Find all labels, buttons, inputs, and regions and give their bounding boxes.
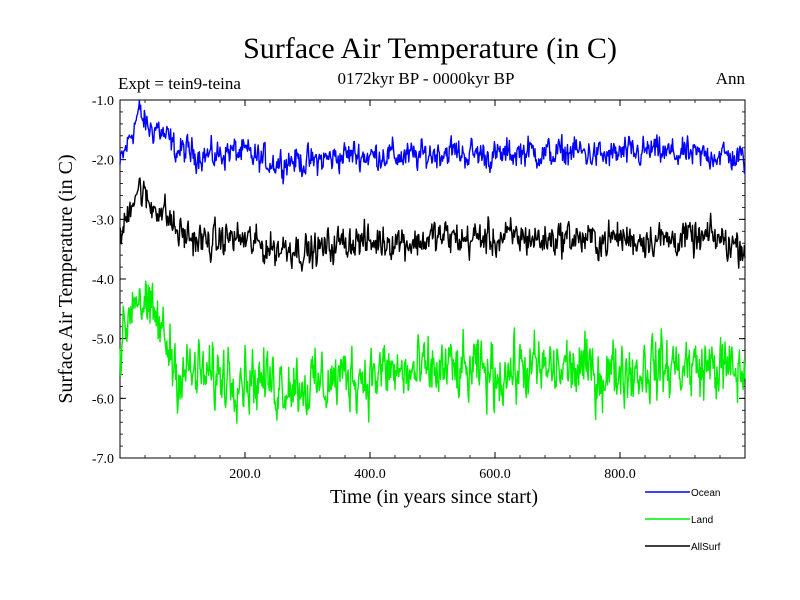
y-tick-label: -7.0 — [92, 452, 114, 467]
series-line-allsurf — [119, 177, 746, 272]
y-axis-label: Surface Air Temperature (in C) — [55, 154, 77, 403]
legend-label-land: Land — [691, 515, 713, 526]
y-tick-label: -5.0 — [92, 333, 114, 348]
y-tick-label: -6.0 — [92, 392, 114, 407]
legend-label-ocean: Ocean — [691, 488, 720, 499]
period-label: Ann — [716, 69, 746, 88]
y-tick-label: -1.0 — [92, 94, 114, 109]
x-axis: 200.0 400.0 600.0 800.0 — [119, 100, 746, 482]
x-tick-label: 800.0 — [604, 467, 636, 482]
legend-label-allsurf: AllSurf — [691, 542, 721, 553]
y-tick-label: -2.0 — [92, 154, 114, 169]
series-line-ocean — [119, 99, 746, 185]
y-tick-label: -4.0 — [92, 273, 114, 288]
experiment-label: Expt = tein9-teina — [118, 74, 241, 93]
series-line-land — [119, 280, 746, 424]
chart-title: Surface Air Temperature (in C) — [243, 32, 617, 65]
x-tick-label: 600.0 — [479, 467, 511, 482]
y-axis: -1.0 -2.0 -3.0 -4.0 -5.0 -6.0 -7.0 — [92, 94, 745, 467]
chart-subtitle: 0172kyr BP - 0000kyr BP — [338, 69, 515, 88]
y-tick-label: -3.0 — [92, 213, 114, 228]
series-layer — [119, 99, 746, 424]
x-tick-label: 400.0 — [354, 467, 386, 482]
x-axis-label: Time (in years since start) — [330, 486, 538, 508]
x-tick-label: 200.0 — [229, 467, 261, 482]
legend: Ocean Land AllSurf — [645, 488, 721, 553]
